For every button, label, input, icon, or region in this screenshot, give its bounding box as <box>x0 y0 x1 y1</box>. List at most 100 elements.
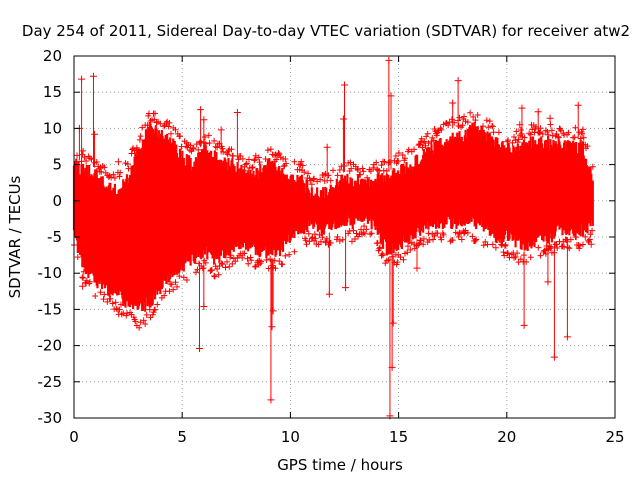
data-point <box>97 289 104 296</box>
data-point <box>222 264 229 271</box>
outlier-point <box>449 99 457 107</box>
data-point <box>504 250 511 257</box>
data-point <box>187 142 194 149</box>
data-point <box>92 292 99 299</box>
outlier-point <box>78 75 86 83</box>
data-point <box>137 319 144 326</box>
data-point <box>580 134 587 141</box>
data-point <box>330 167 337 174</box>
data-point <box>555 134 562 141</box>
data-point <box>241 250 248 257</box>
data-point <box>333 236 340 243</box>
data-point <box>426 237 433 244</box>
data-point <box>111 174 118 181</box>
data-point <box>419 144 426 151</box>
data-point <box>336 166 343 173</box>
y-tick-label: 5 <box>52 156 62 174</box>
data-point <box>489 123 496 130</box>
data-point <box>425 230 432 237</box>
data-point <box>407 246 414 253</box>
data-point <box>252 152 259 159</box>
data-point <box>360 168 367 175</box>
data-point <box>474 112 481 119</box>
data-point <box>211 137 218 144</box>
data-point <box>183 276 190 283</box>
data-point <box>239 155 246 162</box>
data-point <box>314 178 321 185</box>
data-point <box>273 156 280 163</box>
data-point <box>587 231 594 238</box>
data-point <box>258 258 265 265</box>
data-point <box>411 146 418 153</box>
data-point <box>262 155 269 162</box>
data-point <box>263 257 270 264</box>
data-point <box>275 150 282 157</box>
x-tick-label: 25 <box>605 428 624 446</box>
data-point <box>373 159 380 166</box>
data-point <box>501 243 508 250</box>
data-point <box>80 274 87 281</box>
data-point <box>484 241 491 248</box>
data-point <box>282 252 289 259</box>
x-axis-label: GPS time / hours <box>277 456 403 474</box>
data-point <box>242 161 249 168</box>
y-tick-label: 20 <box>43 47 62 65</box>
x-tick-label: 20 <box>497 428 516 446</box>
data-point <box>589 227 596 234</box>
y-tick-label: -20 <box>38 337 63 355</box>
data-point <box>195 146 202 153</box>
data-point <box>395 157 402 164</box>
data-point <box>586 236 593 243</box>
data-point <box>501 252 508 259</box>
data-point <box>554 244 561 251</box>
data-point <box>449 237 456 244</box>
data-point <box>166 288 173 295</box>
data-point <box>434 230 441 237</box>
data-point <box>361 223 368 230</box>
data-point <box>397 254 404 261</box>
data-point <box>218 260 225 267</box>
data-point <box>395 149 402 156</box>
data-point <box>157 120 164 127</box>
data-point <box>367 168 374 175</box>
data-point <box>545 131 552 138</box>
data-point <box>461 230 468 237</box>
data-point <box>483 117 490 124</box>
data-point <box>515 136 522 143</box>
data-point <box>232 258 239 265</box>
data-point <box>351 235 358 242</box>
outlier-point <box>518 104 526 112</box>
data-point <box>399 151 406 158</box>
data-point <box>291 158 298 165</box>
data-point <box>418 135 425 142</box>
data-point <box>286 251 293 258</box>
data-point <box>461 113 468 120</box>
data-point <box>513 128 520 135</box>
data-point <box>420 241 427 248</box>
data-point <box>202 140 209 147</box>
data-point <box>539 131 546 138</box>
data-point <box>283 160 290 167</box>
data-point <box>226 263 233 270</box>
data-point <box>512 253 519 260</box>
data-point <box>176 273 183 280</box>
data-point <box>79 274 86 281</box>
outlier-point <box>267 396 275 404</box>
data-point <box>472 117 479 124</box>
y-axis-label: SDTVAR / TECUs <box>6 175 24 298</box>
data-point <box>327 177 334 184</box>
data-point <box>350 227 357 234</box>
y-tick-label: -30 <box>38 409 63 427</box>
data-point <box>514 250 521 257</box>
data-point <box>354 165 361 172</box>
data-point <box>190 144 197 151</box>
data-point <box>572 124 579 131</box>
data-point <box>579 130 586 137</box>
outlier-point <box>200 303 208 311</box>
data-point <box>368 230 375 237</box>
data-point <box>448 116 455 123</box>
data-point <box>172 126 179 133</box>
data-point <box>467 109 474 116</box>
data-point <box>561 243 568 250</box>
